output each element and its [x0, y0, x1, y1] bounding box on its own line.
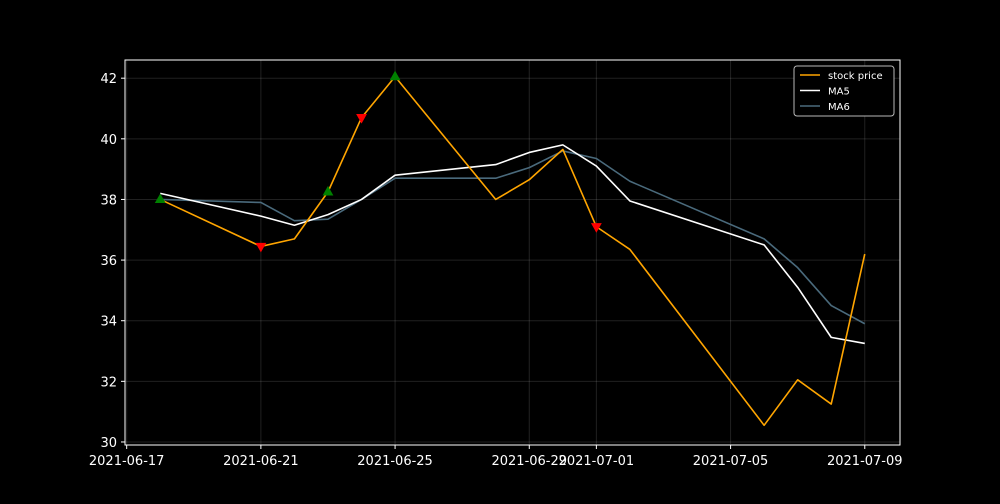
plot-frame	[124, 59, 901, 446]
x-axis: 2021-06-17 2021-06-21 2021-06-25 2021-06-29…	[89, 445, 903, 469]
y-tick-label: 36	[100, 254, 117, 269]
x-tick-label: 2021-07-05	[693, 454, 769, 469]
legend-box	[793, 65, 895, 117]
series-line-stock-price	[159, 75, 866, 427]
y-tick-label: 40	[100, 133, 117, 148]
legend-label-ma5: MA5	[828, 87, 850, 98]
legend-label-ma6: MA6	[828, 102, 850, 113]
grid-lines	[125, 60, 900, 445]
series-lines	[159, 75, 866, 427]
buy-marker-triangle-up	[154, 193, 166, 204]
sell-marker-triangle-down	[255, 242, 267, 253]
buy-marker-triangle-up	[322, 185, 334, 196]
y-tick-label: 30	[100, 436, 117, 451]
sell-marker-triangle-down	[590, 223, 602, 233]
y-tick-label: 32	[100, 375, 117, 390]
series-line-ma6	[160, 150, 866, 325]
legend: stock price MA5 MA6	[793, 65, 895, 117]
x-tick-label: 2021-07-09	[827, 454, 903, 469]
y-tick-label: 34	[100, 315, 117, 330]
x-tick-label: 2021-07-01	[559, 454, 635, 469]
y-axis: 30 32 34 36 38 40 42	[100, 72, 125, 451]
signal-markers	[154, 70, 602, 253]
legend-label-stock-price: stock price	[828, 71, 883, 82]
x-tick-label: 2021-06-25	[357, 454, 433, 469]
x-tick-label: 2021-06-17	[89, 454, 165, 469]
x-tick-label: 2021-06-21	[223, 454, 299, 469]
y-tick-label: 42	[100, 72, 117, 87]
buy-marker-triangle-up	[389, 70, 401, 81]
sell-marker-triangle-down	[356, 113, 367, 124]
x-tick-label: 2021-06-29	[491, 454, 567, 469]
y-tick-label: 38	[100, 193, 117, 208]
series-line-ma5	[160, 144, 865, 345]
